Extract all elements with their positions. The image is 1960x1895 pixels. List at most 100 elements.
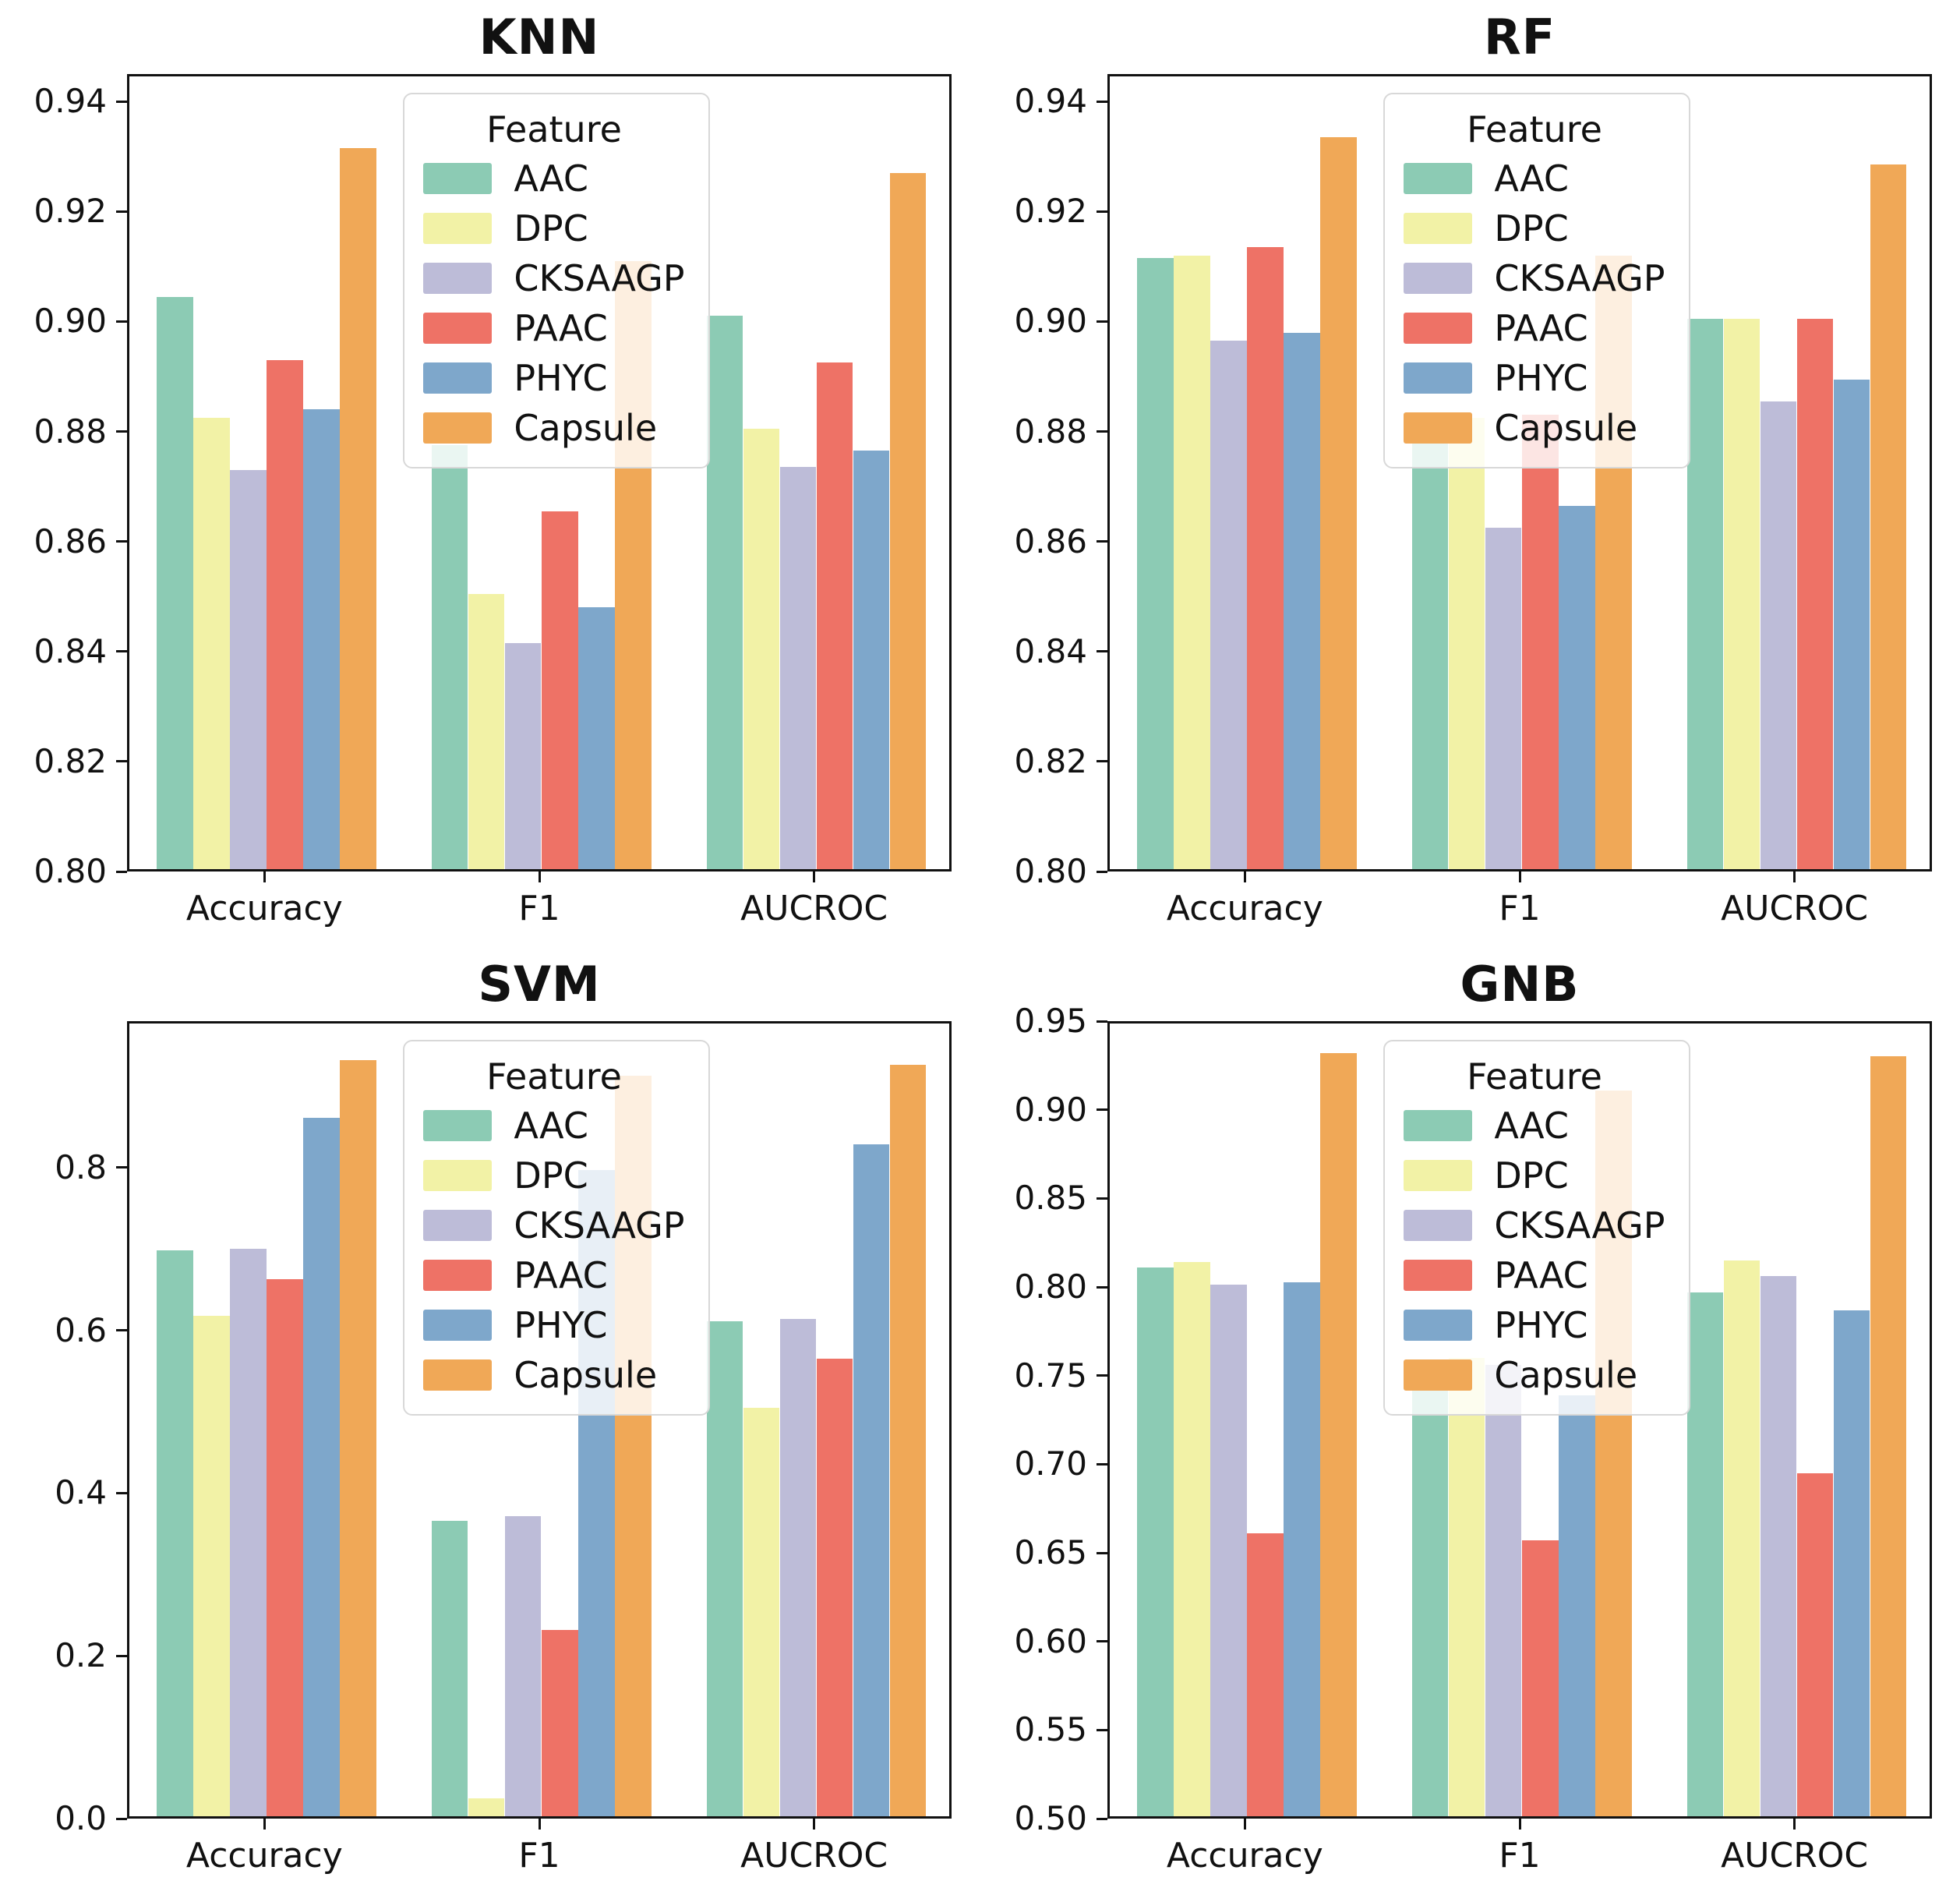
y-axis-tick-label: 0.80 xyxy=(34,852,107,890)
x-axis-tick xyxy=(263,1819,266,1830)
plot-area-gnb xyxy=(1107,1021,1932,1819)
y-axis-tick xyxy=(1097,870,1107,873)
y-axis-tick-label: 0.84 xyxy=(34,631,107,670)
bar-svm-accuracy-dpc xyxy=(193,1315,230,1816)
y-axis-tick xyxy=(116,1166,127,1169)
legend-swatch-aac xyxy=(1404,1110,1473,1141)
x-axis-tick xyxy=(813,1819,816,1830)
bar-knn-f1-phyc xyxy=(578,607,615,869)
legend-row-phyc: PHYC xyxy=(423,353,684,403)
y-axis-tick xyxy=(1097,1728,1107,1731)
panel-title-rf: RF xyxy=(1483,9,1556,65)
y-axis-tick xyxy=(1097,320,1107,323)
y-axis-tick-label: 0.90 xyxy=(34,302,107,341)
legend-swatch-phyc xyxy=(423,362,493,394)
bar-gnb-accuracy-capsule xyxy=(1320,1052,1357,1816)
y-axis-tick xyxy=(116,760,127,763)
y-axis-tick xyxy=(116,430,127,433)
y-axis-tick-label: 0.88 xyxy=(34,412,107,451)
legend-row-dpc: DPC xyxy=(1404,203,1665,253)
legend-row-aac: AAC xyxy=(423,1101,684,1151)
y-axis-tick xyxy=(1097,1285,1107,1289)
y-axis-tick-label: 0.75 xyxy=(1014,1356,1087,1395)
y-axis-tick-label: 0.80 xyxy=(1014,852,1087,890)
y-axis-tick xyxy=(1097,1108,1107,1112)
y-axis-tick-label: 0.60 xyxy=(1014,1621,1087,1660)
bar-rf-f1-cksaagp xyxy=(1485,528,1522,869)
bar-rf-f1-dpc xyxy=(1448,417,1485,869)
y-axis-tick-label: 0.94 xyxy=(34,82,107,121)
bar-knn-f1-paac xyxy=(542,511,578,869)
bar-knn-aucroc-capsule xyxy=(889,173,927,869)
legend-swatch-paac xyxy=(1404,313,1473,344)
legend-row-phyc: PHYC xyxy=(423,1300,684,1350)
legend-title: Feature xyxy=(486,1055,622,1098)
bar-gnb-aucroc-capsule xyxy=(1870,1056,1907,1816)
bar-rf-f1-aac xyxy=(1411,417,1449,869)
legend-swatch-aac xyxy=(1404,163,1473,194)
y-axis-tick xyxy=(1097,1197,1107,1200)
legend-title: Feature xyxy=(1467,1055,1602,1098)
bar-rf-accuracy-dpc xyxy=(1174,255,1210,869)
y-axis-tick xyxy=(1097,210,1107,213)
y-axis-tick xyxy=(1097,1462,1107,1465)
legend-swatch-phyc xyxy=(1404,1310,1473,1341)
legend-row-dpc: DPC xyxy=(1404,1151,1665,1200)
legend-swatch-phyc xyxy=(1404,362,1473,394)
bar-gnb-accuracy-aac xyxy=(1137,1267,1174,1816)
bar-knn-aucroc-paac xyxy=(816,362,853,869)
legend-swatch-cksaagp xyxy=(423,263,493,294)
panel-gnb: GNB 0.50 0.55 0.60 0.65 0.70 0.75 0.80 0.85 0.90 0… xyxy=(980,947,1960,1894)
y-axis-tick-label: 0.92 xyxy=(34,192,107,231)
legend-label-cksaagp: CKSAAGP xyxy=(514,1204,685,1246)
panel-title-gnb: GNB xyxy=(1460,956,1580,1013)
legend-swatch-phyc xyxy=(423,1310,493,1341)
y-axis-tick xyxy=(116,1491,127,1494)
bar-knn-aucroc-cksaagp xyxy=(779,467,817,869)
x-category-label-accuracy: Accuracy xyxy=(1166,889,1323,928)
legend-label-capsule: Capsule xyxy=(514,1354,658,1396)
bar-gnb-f1-paac xyxy=(1522,1540,1559,1816)
bar-gnb-f1-aac xyxy=(1411,1375,1449,1816)
x-category-label-accuracy: Accuracy xyxy=(1166,1836,1323,1876)
x-category-label-accuracy: Accuracy xyxy=(185,1836,343,1876)
y-axis-tick-label: 0.6 xyxy=(55,1310,107,1349)
bar-knn-f1-dpc xyxy=(468,593,505,869)
bar-svm-aucroc-aac xyxy=(706,1321,743,1816)
legend-rf: Feature AAC DPC CKSAAGP PAAC PHYC Capsule xyxy=(1383,93,1690,468)
legend-row-paac: PAAC xyxy=(423,1250,684,1300)
legend-swatch-capsule xyxy=(423,1359,493,1391)
plot-area-svm xyxy=(127,1021,952,1819)
legend-swatch-paac xyxy=(1404,1260,1473,1291)
y-axis-tick xyxy=(1097,100,1107,103)
y-axis-tick-label: 0.65 xyxy=(1014,1533,1087,1572)
bar-rf-accuracy-cksaagp xyxy=(1210,341,1247,869)
bar-knn-f1-aac xyxy=(431,445,468,869)
legend-swatch-paac xyxy=(423,313,493,344)
bar-rf-aucroc-aac xyxy=(1686,318,1724,869)
legend-label-dpc: DPC xyxy=(1494,207,1569,249)
bar-gnb-aucroc-aac xyxy=(1686,1292,1724,1816)
y-axis-tick xyxy=(1097,1551,1107,1554)
y-axis-tick-label: 0.86 xyxy=(34,521,107,560)
bar-rf-f1-paac xyxy=(1522,415,1559,869)
legend-label-cksaagp: CKSAAGP xyxy=(514,257,685,299)
legend-label-aac: AAC xyxy=(1494,157,1569,200)
y-axis-tick-label: 0.0 xyxy=(55,1799,107,1837)
legend-swatch-dpc xyxy=(423,213,493,244)
x-axis-tick xyxy=(1793,871,1796,882)
x-axis-tick xyxy=(1793,1819,1796,1830)
bar-gnb-aucroc-phyc xyxy=(1833,1310,1870,1816)
panel-svm: SVM 0.0 0.2 0.4 0.6 0.8 Accuracy F1 AUCROC Featur… xyxy=(0,947,980,1894)
y-axis-tick-label: 0.8 xyxy=(55,1147,107,1186)
legend-label-paac: PAAC xyxy=(1494,1254,1588,1296)
y-axis-tick-label: 0.82 xyxy=(34,741,107,780)
legend-row-dpc: DPC xyxy=(423,1151,684,1200)
legend-label-paac: PAAC xyxy=(1494,307,1588,349)
bar-svm-accuracy-capsule xyxy=(340,1060,376,1816)
legend-row-cksaagp: CKSAAGP xyxy=(1404,1200,1665,1250)
y-axis-tick xyxy=(1097,540,1107,543)
x-category-label-f1: F1 xyxy=(518,1836,560,1876)
x-axis-tick xyxy=(538,1819,541,1830)
